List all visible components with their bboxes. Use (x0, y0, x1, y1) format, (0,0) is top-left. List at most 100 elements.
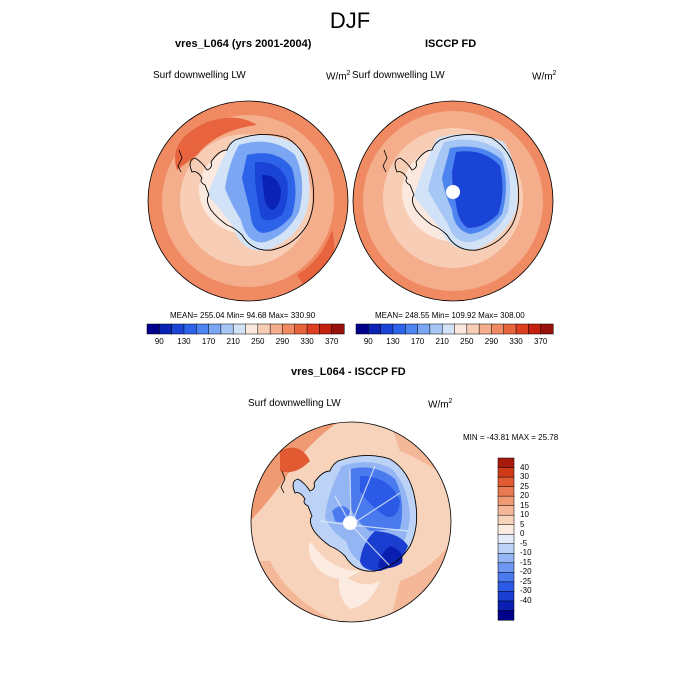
panel3-map (250, 421, 452, 623)
colorbar-swatch (466, 323, 480, 335)
panel3-variable-label: Surf downwelling LW (248, 398, 341, 409)
colorbar-swatch (497, 524, 515, 535)
colorbar-swatch (497, 495, 515, 507)
colorbar-tick-label: 10 (520, 510, 529, 520)
panel3-stats: MIN = -43.81 MAX = 25.78 (463, 433, 559, 442)
colorbar-swatch (528, 323, 542, 335)
panel2-title: ISCCP FD (425, 38, 477, 50)
colorbar-tick-label: 170 (201, 337, 216, 346)
colorbar-tick-label: 170 (410, 337, 425, 346)
panel2-colorbar-labels: 90 130 170 210 250 290 330 370 (356, 337, 553, 347)
panel3-colorbar-labels: 40 30 25 20 15 10 5 0 -5 -10 -15 -20 -25 -30 -40 (518, 458, 548, 620)
panel2-map (352, 100, 554, 302)
colorbar-swatch (159, 323, 173, 335)
colorbar-tick-label: 25 (520, 481, 529, 491)
colorbar-swatch (497, 600, 515, 612)
panel2-variable-label: Surf downwelling LW (352, 70, 445, 81)
colorbar-swatch (282, 323, 296, 335)
colorbar-swatch (355, 323, 369, 335)
colorbar-tick-label: 40 (520, 462, 529, 472)
colorbar-swatch (208, 323, 222, 335)
panel1-units: W/m2 (326, 70, 351, 83)
colorbar-tick-label: 330 (509, 337, 523, 346)
colorbar-swatch (497, 581, 515, 592)
colorbar-tick-label: -25 (520, 576, 532, 586)
colorbar-tick-label: 130 (177, 337, 191, 346)
colorbar-swatch (497, 533, 515, 545)
colorbar-swatch (454, 323, 468, 335)
colorbar-tick-label: 90 (363, 337, 373, 346)
colorbar-swatch (497, 486, 515, 497)
colorbar-tick-label: 5 (520, 519, 525, 529)
panel2-colorbar (355, 323, 554, 335)
panel3-title: vres_L064 - ISCCP FD (291, 366, 406, 378)
colorbar-swatch (380, 323, 394, 335)
colorbar-swatch (497, 591, 515, 602)
colorbar-swatch (392, 323, 406, 335)
panel1-variable-label: Surf downwelling LW (153, 70, 246, 81)
panel1-stats: MEAN= 255.04 Min= 94.68 Max= 330.90 (170, 311, 316, 320)
colorbar-tick-label: -30 (520, 586, 532, 596)
colorbar-tick-label: -10 (520, 548, 532, 558)
panel3-colorbar (497, 457, 515, 621)
colorbar-swatch (478, 323, 492, 335)
colorbar-tick-label: 250 (251, 337, 265, 346)
panel2-pole-hole (446, 185, 460, 199)
colorbar-swatch (491, 323, 505, 335)
colorbar-swatch (497, 505, 515, 516)
colorbar-swatch (429, 323, 443, 335)
colorbar-tick-label: 130 (386, 337, 400, 346)
panel3-pole-hole (343, 516, 357, 530)
colorbar-swatch (497, 610, 515, 621)
colorbar-swatch (497, 457, 515, 469)
colorbar-swatch (245, 323, 259, 335)
colorbar-swatch (497, 572, 515, 583)
colorbar-swatch (515, 323, 529, 335)
colorbar-tick-label: 0 (520, 529, 525, 539)
colorbar-tick-label: 370 (325, 337, 339, 346)
colorbar-swatch (503, 323, 517, 335)
colorbar-tick-label: 15 (520, 500, 529, 510)
figure-title: DJF (329, 8, 371, 33)
colorbar-tick-label: 20 (520, 491, 529, 501)
colorbar-swatch (331, 323, 345, 335)
panel3-units: W/m2 (428, 398, 453, 411)
colorbar-swatch (417, 323, 431, 335)
colorbar-tick-label: 290 (275, 337, 290, 346)
colorbar-swatch (257, 323, 271, 335)
colorbar-swatch (497, 553, 515, 564)
colorbar-tick-label: -5 (520, 538, 528, 548)
colorbar-swatch (146, 323, 160, 335)
colorbar-tick-label: 250 (460, 337, 474, 346)
colorbar-swatch (269, 323, 283, 335)
colorbar-tick-label: 210 (435, 337, 449, 346)
colorbar-tick-label: 90 (154, 337, 164, 346)
colorbar-swatch (497, 476, 515, 488)
colorbar-swatch (368, 323, 382, 335)
colorbar-tick-label: -20 (520, 567, 532, 577)
panel2-units: W/m2 (532, 70, 557, 83)
colorbar-tick-label: 370 (534, 337, 548, 346)
colorbar-swatch (196, 323, 210, 335)
colorbar-swatch (306, 323, 320, 335)
colorbar-swatch (497, 562, 515, 573)
colorbar-tick-label: -40 (520, 595, 532, 605)
colorbar-swatch (220, 323, 234, 335)
colorbar-swatch (540, 323, 554, 335)
panel2-stats: MEAN= 248.55 Min= 109.92 Max= 308.00 (375, 311, 525, 320)
panel1-map (147, 100, 349, 302)
colorbar-tick-label: 290 (484, 337, 499, 346)
panel1-colorbar-labels: 90 130 170 210 250 290 330 370 (147, 337, 344, 347)
colorbar-tick-label: 30 (520, 472, 529, 482)
colorbar-swatch (319, 323, 333, 335)
colorbar-swatch (294, 323, 308, 335)
colorbar-swatch (171, 323, 185, 335)
panel1-colorbar (146, 323, 345, 335)
colorbar-swatch (441, 323, 456, 335)
colorbar-swatch (405, 323, 419, 335)
colorbar-swatch (183, 323, 197, 335)
colorbar-swatch (497, 514, 515, 526)
colorbar-tick-label: 210 (226, 337, 240, 346)
colorbar-swatch (497, 543, 515, 554)
colorbar-swatch (497, 467, 515, 478)
